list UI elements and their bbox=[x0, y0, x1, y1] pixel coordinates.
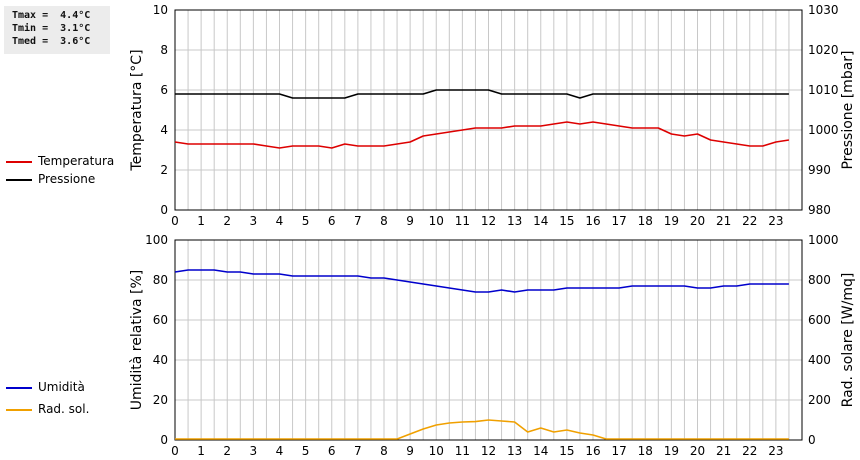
bottom-x-tick-label: 16 bbox=[585, 444, 600, 458]
bottom-series-line-1 bbox=[175, 419, 789, 440]
bottom-x-tick-label: 17 bbox=[611, 444, 626, 458]
top-x-tick-label: 23 bbox=[768, 214, 783, 228]
bottom-x-tick-label: 6 bbox=[328, 444, 336, 458]
top-x-tick-label: 16 bbox=[585, 214, 600, 228]
top-x-tick-label: 7 bbox=[354, 214, 362, 228]
top-y2-tick-label: 1020 bbox=[808, 43, 839, 57]
bottom-x-tick-label: 3 bbox=[250, 444, 258, 458]
legend-label-temperatura: Temperatura bbox=[38, 154, 115, 168]
bottom-x-tick-label: 21 bbox=[716, 444, 731, 458]
bottom-y-tick-label: 60 bbox=[153, 313, 168, 327]
legend-swatch-rad-sol bbox=[6, 409, 32, 411]
top-x-tick-label: 0 bbox=[171, 214, 179, 228]
bottom-x-tick-label: 8 bbox=[380, 444, 388, 458]
bottom-x-tick-label: 0 bbox=[171, 444, 179, 458]
top-y2-axis-title: Pressione [mbar] bbox=[840, 50, 856, 169]
bottom-x-tick-label: 23 bbox=[768, 444, 783, 458]
top-x-tick-label: 10 bbox=[429, 214, 444, 228]
top-x-tick-label: 8 bbox=[380, 214, 388, 228]
top-x-tick-label: 15 bbox=[559, 214, 574, 228]
bottom-x-tick-label: 19 bbox=[664, 444, 679, 458]
top-y2-tick-label: 1030 bbox=[808, 3, 839, 17]
bottom-y2-tick-label: 1000 bbox=[808, 233, 839, 247]
bottom-x-tick-label: 22 bbox=[742, 444, 757, 458]
legend-swatch-umidita bbox=[6, 387, 32, 389]
top-x-tick-label: 13 bbox=[507, 214, 522, 228]
top-y2-tick-label: 1010 bbox=[808, 83, 839, 97]
bottom-x-tick-label: 20 bbox=[690, 444, 705, 458]
bottom-x-tick-label: 10 bbox=[429, 444, 444, 458]
top-y2-tick-label: 990 bbox=[808, 163, 831, 177]
bottom-y-axis-title: Umidità relativa [%] bbox=[129, 270, 145, 411]
bottom-x-tick-label: 2 bbox=[223, 444, 231, 458]
top-x-tick-label: 11 bbox=[455, 214, 470, 228]
bottom-x-tick-label: 4 bbox=[276, 444, 284, 458]
top-x-tick-label: 6 bbox=[328, 214, 336, 228]
bottom-y-tick-label: 100 bbox=[145, 233, 168, 247]
bottom-y2-axis-title: Rad. solare [W/mq] bbox=[840, 273, 856, 408]
top-y-tick-label: 6 bbox=[160, 83, 168, 97]
stat-tmax: Tmax = 4.4°C bbox=[12, 10, 91, 21]
top-x-tick-label: 18 bbox=[638, 214, 653, 228]
top-y-tick-label: 10 bbox=[153, 3, 168, 17]
legend-swatch-temperatura bbox=[6, 161, 32, 163]
bottom-y-tick-label: 20 bbox=[153, 393, 168, 407]
top-x-tick-label: 4 bbox=[276, 214, 284, 228]
top-y-tick-label: 4 bbox=[160, 123, 168, 137]
bottom-x-tick-label: 12 bbox=[481, 444, 496, 458]
top-y-tick-label: 8 bbox=[160, 43, 168, 57]
bottom-y2-tick-label: 800 bbox=[808, 273, 831, 287]
bottom-y-tick-label: 40 bbox=[153, 353, 168, 367]
stats-box: Tmax = 4.4°C Tmin = 3.1°C Tmed = 3.6°C bbox=[4, 6, 110, 54]
bottom-plot-frame bbox=[174, 239, 803, 441]
bottom-y-tick-label: 80 bbox=[153, 273, 168, 287]
bottom-x-tick-label: 5 bbox=[302, 444, 310, 458]
top-x-tick-label: 2 bbox=[223, 214, 231, 228]
top-x-tick-label: 9 bbox=[406, 214, 414, 228]
bottom-x-tick-label: 14 bbox=[533, 444, 548, 458]
bottom-series-line-0 bbox=[174, 269, 789, 293]
bottom-y2-tick-label: 200 bbox=[808, 393, 831, 407]
top-y2-tick-label: 980 bbox=[808, 203, 831, 217]
top-x-tick-label: 5 bbox=[302, 214, 310, 228]
bottom-y2-tick-label: 400 bbox=[808, 353, 831, 367]
top-x-tick-label: 17 bbox=[611, 214, 626, 228]
top-series-line-1 bbox=[175, 89, 789, 99]
top-x-tick-label: 14 bbox=[533, 214, 548, 228]
legend-label-pressione: Pressione bbox=[38, 172, 96, 186]
bottom-x-tick-label: 13 bbox=[507, 444, 522, 458]
top-y-tick-label: 0 bbox=[160, 203, 168, 217]
bottom-x-tick-label: 9 bbox=[406, 444, 414, 458]
legend-swatch-pressione bbox=[6, 179, 32, 181]
bottom-x-tick-label: 15 bbox=[559, 444, 574, 458]
top-x-tick-label: 1 bbox=[197, 214, 205, 228]
legend-label-umidita: Umidità bbox=[38, 380, 85, 394]
bottom-y2-tick-label: 0 bbox=[808, 433, 816, 447]
bottom-x-tick-label: 18 bbox=[638, 444, 653, 458]
top-x-tick-label: 20 bbox=[690, 214, 705, 228]
top-y2-tick-label: 1000 bbox=[808, 123, 839, 137]
top-y-axis-title: Temperatura [°C] bbox=[129, 49, 145, 171]
stat-tmin: Tmin = 3.1°C bbox=[12, 23, 91, 34]
top-series-line-0 bbox=[174, 121, 790, 149]
top-x-tick-label: 21 bbox=[716, 214, 731, 228]
bottom-x-tick-label: 7 bbox=[354, 444, 362, 458]
top-y-tick-label: 2 bbox=[160, 163, 168, 177]
bottom-x-tick-label: 11 bbox=[455, 444, 470, 458]
top-plot-frame bbox=[174, 9, 803, 211]
bottom-y-tick-label: 0 bbox=[160, 433, 168, 447]
top-x-tick-label: 22 bbox=[742, 214, 757, 228]
top-x-tick-label: 19 bbox=[664, 214, 679, 228]
stat-tmed: Tmed = 3.6°C bbox=[12, 36, 91, 47]
bottom-x-tick-label: 1 bbox=[197, 444, 205, 458]
top-x-tick-label: 12 bbox=[481, 214, 496, 228]
top-x-tick-label: 3 bbox=[250, 214, 258, 228]
legend-label-rad-sol: Rad. sol. bbox=[38, 402, 90, 416]
bottom-y2-tick-label: 600 bbox=[808, 313, 831, 327]
